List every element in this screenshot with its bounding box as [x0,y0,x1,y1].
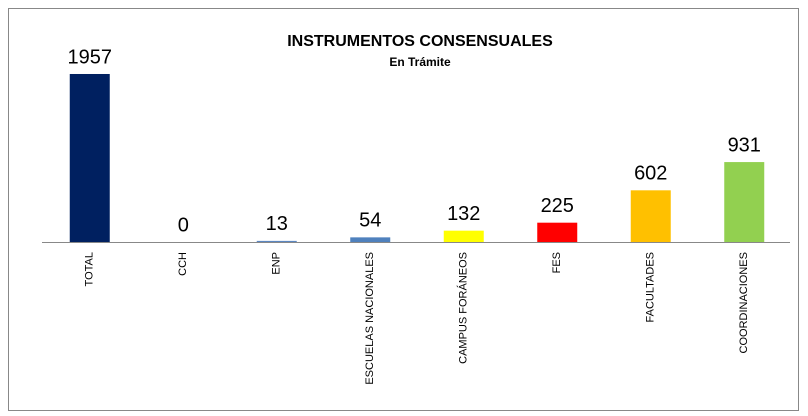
value-label: 0 [178,214,189,236]
x-tick-label: CCH [177,252,189,276]
value-label: 132 [447,203,480,225]
value-label: 1957 [68,46,113,68]
value-label: 931 [728,134,761,156]
x-tick-label: FES [551,252,563,273]
x-tick-label: ESCUELAS NACIONALES [364,252,376,385]
bar [350,237,391,242]
chart-title: INSTRUMENTOS CONSENSUALES [287,33,553,50]
x-tick-label: FACULTADES [645,252,657,323]
bar [443,230,484,242]
bar [724,162,765,242]
x-tick-label: COORDINACIONES [738,252,750,353]
chart-subtitle: En Trámite [389,55,451,69]
bar [69,73,110,242]
value-label: 602 [634,163,667,185]
value-label: 54 [359,210,381,232]
x-tick-label: CAMPUS FORÁNEOS [457,252,470,364]
bar [630,190,671,242]
bar [537,222,578,242]
value-label: 13 [266,213,288,235]
x-tick-label: ENP [271,252,283,275]
bar [256,240,297,242]
x-tick-label: TOTAL [84,252,96,286]
value-label: 225 [541,195,574,217]
